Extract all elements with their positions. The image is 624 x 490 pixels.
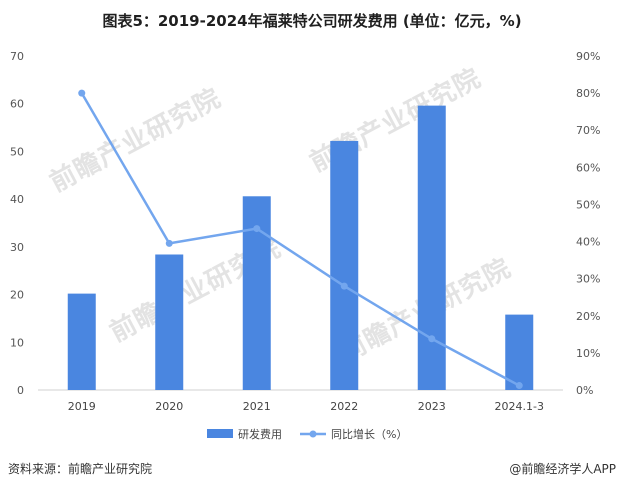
x-tick-label: 2022 — [330, 400, 358, 413]
bar — [67, 293, 96, 390]
line-point — [253, 225, 261, 233]
y-right-tick-label: 40% — [576, 236, 600, 249]
line-point — [78, 89, 86, 97]
y-left-tick-label: 0 — [17, 384, 24, 397]
y-left-tick-label: 70 — [10, 50, 24, 63]
line-point — [165, 239, 173, 247]
x-tick-label: 2020 — [155, 400, 183, 413]
legend-line-marker — [309, 430, 317, 438]
line-point — [428, 335, 436, 343]
legend-bar-label: 研发费用 — [238, 427, 282, 441]
y-right-tick-label: 70% — [576, 124, 600, 137]
y-left-tick-label: 30 — [10, 241, 24, 254]
bar — [417, 105, 446, 390]
legend-line-label: 同比增长（%） — [331, 427, 407, 441]
line-point — [515, 382, 523, 390]
y-left-tick-label: 10 — [10, 336, 24, 349]
y-right-tick-label: 90% — [576, 50, 600, 63]
x-tick-label: 2021 — [243, 400, 271, 413]
y-right-tick-label: 10% — [576, 347, 600, 360]
y-right-tick-label: 30% — [576, 273, 600, 286]
y-right-tick-label: 20% — [576, 310, 600, 323]
chart-title: 图表5：2019-2024年福莱特公司研发费用 (单位：亿元，%) — [102, 12, 522, 30]
y-left-tick-label: 50 — [10, 145, 24, 158]
y-right-tick-label: 0% — [576, 384, 593, 397]
y-left-tick-label: 40 — [10, 193, 24, 206]
brand-label: @前瞻经济学人APP — [509, 462, 616, 476]
y-left-tick-label: 20 — [10, 289, 24, 302]
y-right-tick-label: 80% — [576, 87, 600, 100]
x-tick-label: 2024.1-3 — [495, 400, 544, 413]
x-tick-label: 2023 — [418, 400, 446, 413]
bar — [330, 140, 359, 390]
y-right-tick-label: 50% — [576, 198, 600, 211]
bar — [505, 314, 534, 390]
legend-bar-swatch — [207, 429, 233, 438]
line-point — [340, 282, 348, 290]
x-tick-label: 2019 — [68, 400, 96, 413]
bar — [155, 254, 184, 390]
line-series — [80, 92, 520, 387]
y-right-tick-label: 60% — [576, 161, 600, 174]
source-note: 资料来源：前瞻产业研究院 — [8, 462, 153, 476]
y-left-tick-label: 60 — [10, 98, 24, 111]
